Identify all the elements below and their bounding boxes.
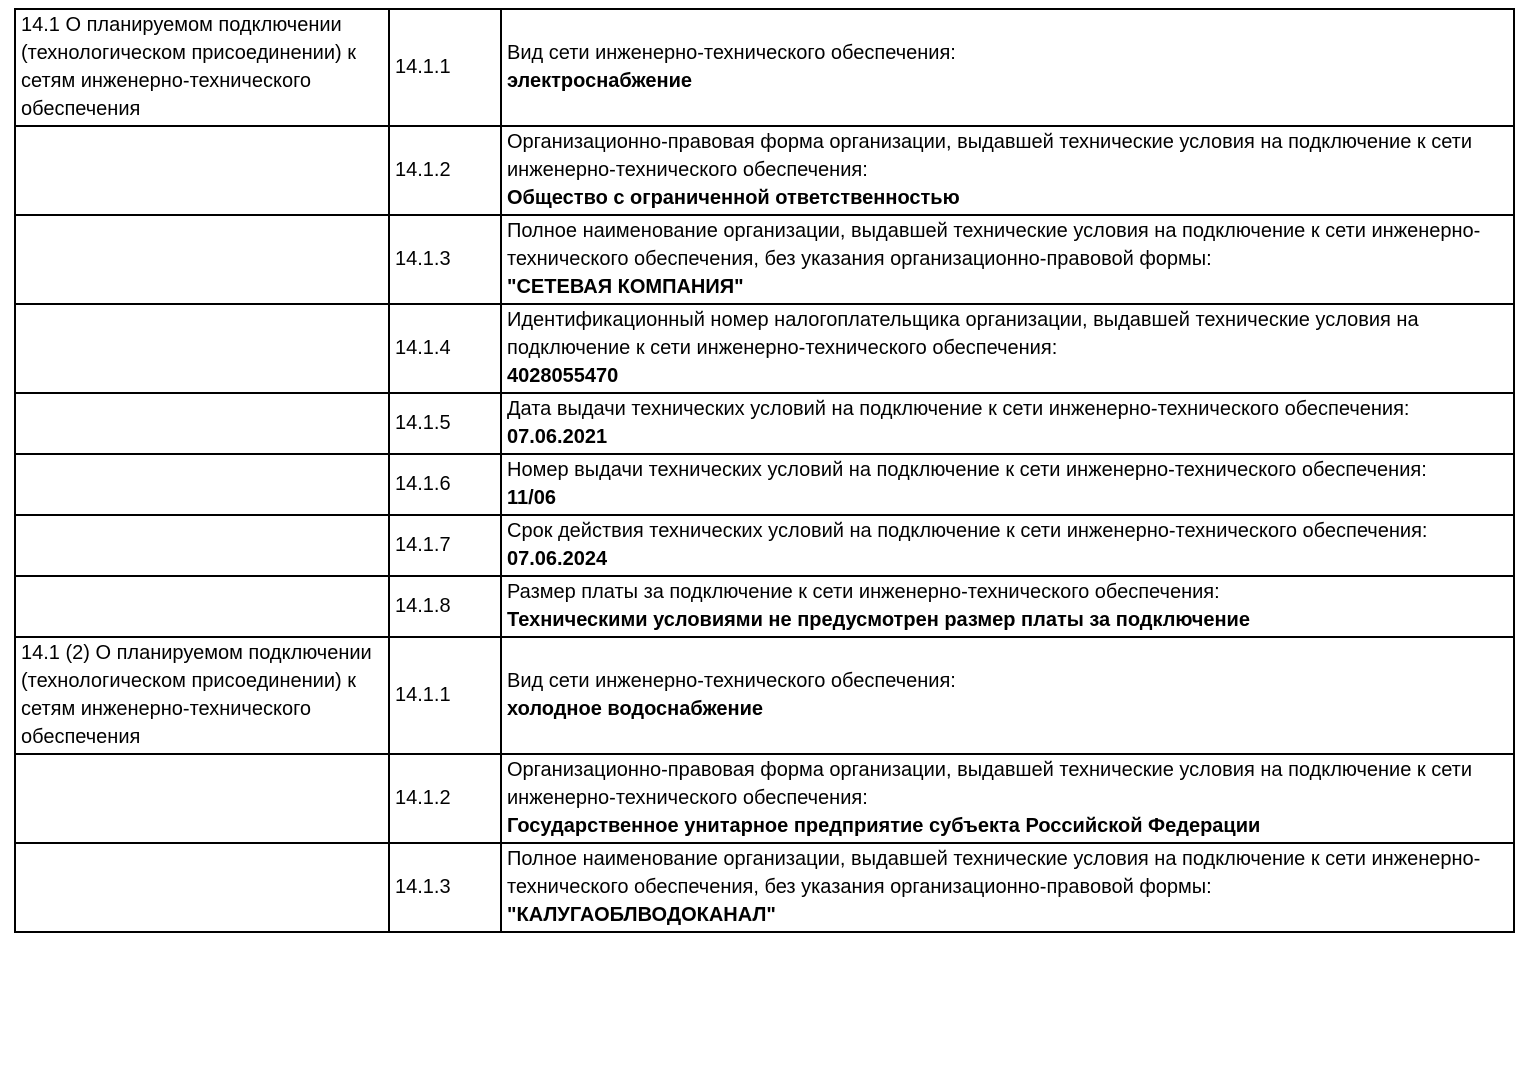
field-value: "КАЛУГАОБЛВОДОКАНАЛ" xyxy=(507,904,776,926)
field-label: Полное наименование организации, выдавше… xyxy=(507,848,1481,898)
section-title: 14.1 О планируемом подключении (технолог… xyxy=(21,14,356,120)
item-code-cell: 14.1.8 xyxy=(388,575,502,638)
table-row: 14.1.3 Полное наименование организации, … xyxy=(14,214,1515,305)
section-title-cell xyxy=(14,514,390,577)
field-label: Организационно-правовая форма организаци… xyxy=(507,759,1472,809)
item-code: 14.1.1 xyxy=(395,684,451,706)
section-title-cell xyxy=(14,842,390,933)
section-title-cell: 14.1 О планируемом подключении (технолог… xyxy=(14,8,390,127)
item-code-cell: 14.1.1 xyxy=(388,8,502,127)
table-row: 14.1.7 Срок действия технических условий… xyxy=(14,514,1515,577)
field-label: Полное наименование организации, выдавше… xyxy=(507,220,1481,270)
field-label: Вид сети инженерно-технического обеспече… xyxy=(507,670,956,692)
item-code-cell: 14.1.5 xyxy=(388,392,502,455)
field-label: Идентификационный номер налогоплательщик… xyxy=(507,309,1419,359)
field-value: 07.06.2024 xyxy=(507,548,608,570)
field-cell: Номер выдачи технических условий на подк… xyxy=(500,453,1515,516)
document-page: 14.1 О планируемом подключении (технолог… xyxy=(14,8,1515,933)
item-code: 14.1.6 xyxy=(395,473,451,495)
field-label: Срок действия технических условий на под… xyxy=(507,520,1428,542)
field-cell: Полное наименование организации, выдавше… xyxy=(500,842,1515,933)
item-code: 14.1.2 xyxy=(395,159,451,181)
field-cell: Дата выдачи технических условий на подкл… xyxy=(500,392,1515,455)
item-code: 14.1.7 xyxy=(395,534,451,556)
utility-connection-table: 14.1 О планируемом подключении (технолог… xyxy=(14,8,1515,933)
table-row: 14.1 (2) О планируемом подключении (техн… xyxy=(14,636,1515,755)
table-row: 14.1.2 Организационно-правовая форма орг… xyxy=(14,125,1515,216)
item-code: 14.1.1 xyxy=(395,56,451,78)
item-code-cell: 14.1.3 xyxy=(388,214,502,305)
table-body: 14.1 О планируемом подключении (технолог… xyxy=(14,8,1515,933)
field-label: Дата выдачи технических условий на подкл… xyxy=(507,398,1410,420)
field-label: Размер платы за подключение к сети инжен… xyxy=(507,581,1220,603)
field-cell: Вид сети инженерно-технического обеспече… xyxy=(500,8,1515,127)
item-code-cell: 14.1.4 xyxy=(388,303,502,394)
field-cell: Вид сети инженерно-технического обеспече… xyxy=(500,636,1515,755)
section-title-cell xyxy=(14,392,390,455)
field-value: Техническими условиями не предусмотрен р… xyxy=(507,609,1250,631)
field-label: Организационно-правовая форма организаци… xyxy=(507,131,1472,181)
item-code: 14.1.3 xyxy=(395,876,451,898)
field-cell: Размер платы за подключение к сети инжен… xyxy=(500,575,1515,638)
item-code: 14.1.3 xyxy=(395,248,451,270)
item-code-cell: 14.1.7 xyxy=(388,514,502,577)
item-code-cell: 14.1.2 xyxy=(388,125,502,216)
field-cell: Срок действия технических условий на под… xyxy=(500,514,1515,577)
field-cell: Организационно-правовая форма организаци… xyxy=(500,753,1515,844)
section-title-cell xyxy=(14,575,390,638)
section-title-cell xyxy=(14,453,390,516)
field-value: холодное водоснабжение xyxy=(507,698,763,720)
field-value: 11/06 xyxy=(507,487,556,509)
table-row: 14.1.4 Идентификационный номер налогопла… xyxy=(14,303,1515,394)
field-value: электроснабжение xyxy=(507,70,693,92)
field-value: 07.06.2021 xyxy=(507,426,608,448)
section-title: 14.1 (2) О планируемом подключении (техн… xyxy=(21,642,372,748)
table-row: 14.1.8 Размер платы за подключение к сет… xyxy=(14,575,1515,638)
field-cell: Полное наименование организации, выдавше… xyxy=(500,214,1515,305)
item-code: 14.1.5 xyxy=(395,412,451,434)
field-cell: Организационно-правовая форма организаци… xyxy=(500,125,1515,216)
item-code: 14.1.8 xyxy=(395,595,451,617)
section-title-cell xyxy=(14,125,390,216)
section-title-cell xyxy=(14,303,390,394)
field-cell: Идентификационный номер налогоплательщик… xyxy=(500,303,1515,394)
section-title-cell xyxy=(14,214,390,305)
item-code-cell: 14.1.3 xyxy=(388,842,502,933)
field-label: Номер выдачи технических условий на подк… xyxy=(507,459,1427,481)
field-value: Общество с ограниченной ответственностью xyxy=(507,187,960,209)
item-code-cell: 14.1.2 xyxy=(388,753,502,844)
item-code-cell: 14.1.6 xyxy=(388,453,502,516)
table-row: 14.1.3 Полное наименование организации, … xyxy=(14,842,1515,933)
section-title-cell xyxy=(14,753,390,844)
table-row: 14.1.5 Дата выдачи технических условий н… xyxy=(14,392,1515,455)
table-row: 14.1.6 Номер выдачи технических условий … xyxy=(14,453,1515,516)
item-code-cell: 14.1.1 xyxy=(388,636,502,755)
table-row: 14.1 О планируемом подключении (технолог… xyxy=(14,8,1515,127)
table-row: 14.1.2 Организационно-правовая форма орг… xyxy=(14,753,1515,844)
item-code: 14.1.2 xyxy=(395,787,451,809)
field-label: Вид сети инженерно-технического обеспече… xyxy=(507,42,956,64)
section-title-cell: 14.1 (2) О планируемом подключении (техн… xyxy=(14,636,390,755)
field-value: 4028055470 xyxy=(507,365,619,387)
field-value: "СЕТЕВАЯ КОМПАНИЯ" xyxy=(507,276,744,298)
item-code: 14.1.4 xyxy=(395,337,451,359)
field-value: Государственное унитарное предприятие су… xyxy=(507,815,1261,837)
